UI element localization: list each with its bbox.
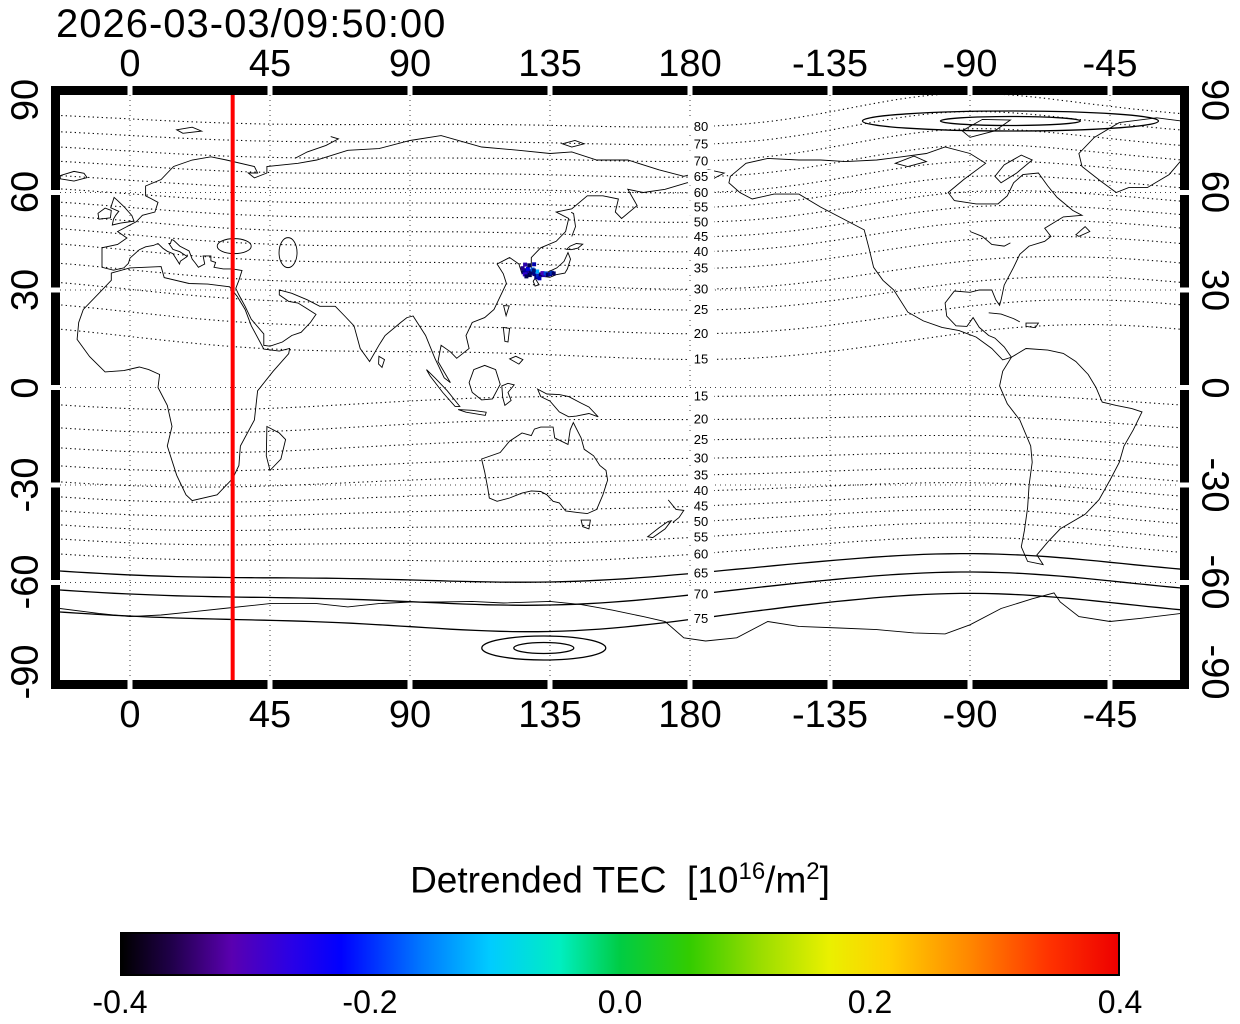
y-tick-left-0: 0 bbox=[4, 377, 47, 399]
svg-text:30: 30 bbox=[694, 281, 708, 296]
colorbar-title-close: ] bbox=[819, 859, 830, 901]
y-tick-right-m90: -90 bbox=[1193, 644, 1236, 700]
x-tick-bottom-90: 90 bbox=[388, 694, 432, 736]
svg-text:60: 60 bbox=[694, 546, 708, 561]
y-tick-left-m60: -60 bbox=[4, 554, 47, 610]
svg-text:15: 15 bbox=[694, 389, 708, 404]
colorbar-title-text: Detrended TEC [10 bbox=[410, 859, 739, 901]
svg-text:20: 20 bbox=[694, 326, 708, 341]
colorbar-exponent-2: 2 bbox=[806, 858, 820, 885]
colorbar-tick-m04: -0.4 bbox=[92, 984, 148, 1020]
svg-text:45: 45 bbox=[694, 229, 708, 244]
timestamp-title: 2026-03-03/09:50:00 bbox=[56, 2, 447, 46]
svg-text:40: 40 bbox=[694, 483, 708, 498]
svg-text:50: 50 bbox=[694, 214, 708, 229]
coastlines bbox=[60, 117, 1180, 642]
x-tick-bottom-m90: -90 bbox=[942, 694, 998, 736]
colorbar-exponent: 16 bbox=[738, 858, 766, 885]
x-tick-top-m135: -135 bbox=[791, 43, 869, 85]
svg-text:55: 55 bbox=[694, 200, 708, 215]
colorbar-gradient bbox=[120, 932, 1120, 976]
x-tick-bottom-45: 45 bbox=[248, 694, 292, 736]
svg-text:75: 75 bbox=[694, 137, 708, 152]
y-tick-right-m60: -60 bbox=[1193, 554, 1236, 610]
colorbar-tick-04: 0.4 bbox=[1097, 984, 1143, 1020]
svg-text:25: 25 bbox=[694, 302, 708, 317]
x-tick-bottom-180: 180 bbox=[658, 694, 722, 736]
svg-text:40: 40 bbox=[694, 244, 708, 259]
svg-text:25: 25 bbox=[694, 432, 708, 447]
svg-text:55: 55 bbox=[694, 529, 708, 544]
y-tick-left-90: 90 bbox=[4, 78, 47, 122]
svg-text:45: 45 bbox=[694, 498, 708, 513]
svg-text:35: 35 bbox=[694, 467, 708, 482]
y-tick-left-30: 30 bbox=[4, 268, 47, 312]
x-tick-top-m90: -90 bbox=[942, 43, 998, 85]
contour-labels: 8075706560555045403530252015152025303540… bbox=[688, 119, 714, 626]
colorbar-tick-02: 0.2 bbox=[847, 984, 893, 1020]
y-tick-right-60: 60 bbox=[1193, 170, 1236, 214]
svg-text:30: 30 bbox=[694, 451, 708, 466]
y-tick-left-m30: -30 bbox=[4, 457, 47, 513]
x-tick-bottom-m45: -45 bbox=[1082, 694, 1138, 736]
x-tick-top-135: 135 bbox=[518, 43, 582, 85]
svg-text:80: 80 bbox=[694, 119, 708, 134]
y-tick-right-30: 30 bbox=[1193, 268, 1236, 312]
svg-text:75: 75 bbox=[694, 611, 708, 626]
world-tec-map: 8075706560555045403530252015152025303540… bbox=[51, 86, 1189, 689]
svg-text:65: 65 bbox=[694, 169, 708, 184]
svg-text:65: 65 bbox=[694, 565, 708, 580]
y-tick-right-0: 0 bbox=[1193, 377, 1236, 399]
map-frame bbox=[51, 86, 1189, 689]
y-tick-right-m30: -30 bbox=[1193, 457, 1236, 513]
colorbar-title: Detrended TEC [1016/m2] bbox=[0, 858, 1240, 901]
x-tick-top-m45: -45 bbox=[1082, 43, 1138, 85]
y-tick-left-m90: -90 bbox=[4, 644, 47, 700]
svg-text:20: 20 bbox=[694, 412, 708, 427]
x-tick-top-0: 0 bbox=[119, 43, 141, 85]
x-tick-top-45: 45 bbox=[248, 43, 292, 85]
x-tick-bottom-m135: -135 bbox=[791, 694, 869, 736]
x-tick-bottom-0: 0 bbox=[119, 694, 141, 736]
svg-text:35: 35 bbox=[694, 261, 708, 276]
colorbar-units: /m bbox=[765, 859, 807, 901]
y-tick-left-60: 60 bbox=[4, 170, 47, 214]
svg-text:60: 60 bbox=[694, 185, 708, 200]
scatter-points bbox=[520, 262, 556, 281]
svg-text:70: 70 bbox=[694, 153, 708, 168]
svg-text:50: 50 bbox=[694, 514, 708, 529]
x-tick-bottom-135: 135 bbox=[518, 694, 582, 736]
contour-lines bbox=[60, 95, 1180, 661]
y-tick-right-90: 90 bbox=[1193, 78, 1236, 122]
svg-text:70: 70 bbox=[694, 587, 708, 602]
x-tick-top-180: 180 bbox=[658, 43, 722, 85]
colorbar-tick-00: 0.0 bbox=[597, 984, 643, 1020]
x-tick-top-90: 90 bbox=[388, 43, 432, 85]
svg-text:15: 15 bbox=[694, 352, 708, 367]
colorbar-tick-m02: -0.2 bbox=[342, 984, 398, 1020]
